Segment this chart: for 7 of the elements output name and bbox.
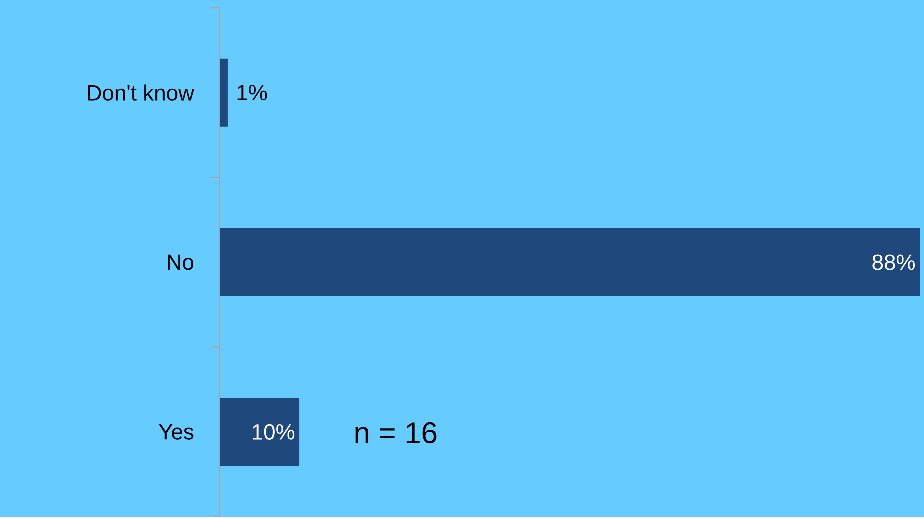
y-tick-label: Yes [159, 424, 194, 440]
y-tick-label: Don't know [88, 84, 195, 102]
annotation: n = 16 [356, 422, 437, 444]
data-label: 1% [238, 85, 268, 101]
y-tick-label: No [168, 255, 194, 270]
data-label: 88% [872, 254, 916, 270]
data-label: 10% [252, 424, 295, 440]
